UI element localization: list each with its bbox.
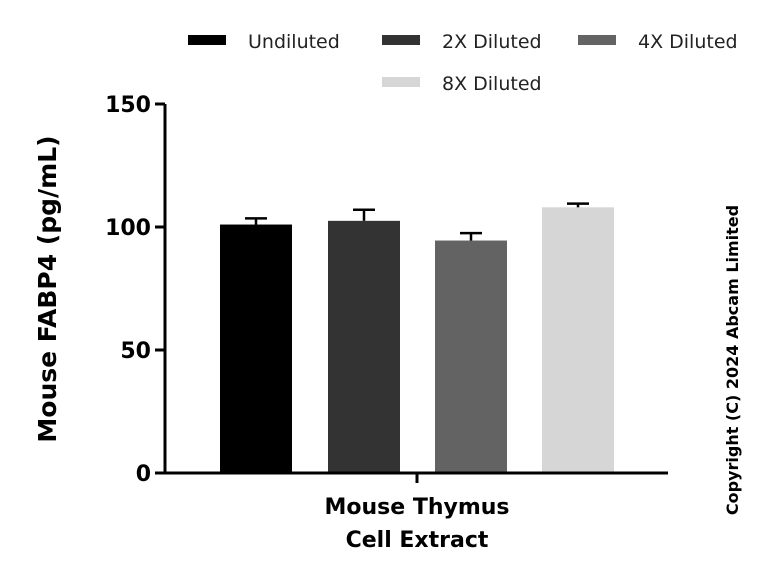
- y-tick-label: 150: [105, 93, 151, 118]
- y-axis: 0 50 100 150: [105, 93, 167, 487]
- legend-label: 8X Diluted: [442, 73, 542, 95]
- y-tick-label: 50: [120, 339, 151, 364]
- y-tick-label: 0: [136, 462, 151, 487]
- legend-label: 4X Diluted: [638, 31, 738, 53]
- x-label-line: Cell Extract: [346, 528, 489, 553]
- copyright-text: Copyright (C) 2024 Abcam Limited: [723, 205, 742, 515]
- bar-4x-diluted: [435, 240, 507, 473]
- x-axis-label: Mouse Thymus Cell Extract: [324, 495, 509, 553]
- bar-2x-diluted: [328, 220, 400, 473]
- legend-swatch: [382, 77, 420, 87]
- legend: Undiluted 2X Diluted 4X Diluted 8X Diluted: [188, 31, 738, 95]
- bars: [220, 202, 614, 473]
- x-label-line: Mouse Thymus: [324, 495, 509, 520]
- legend-label: 2X Diluted: [442, 31, 542, 53]
- x-axis: [163, 471, 668, 483]
- legend-swatch: [578, 35, 616, 45]
- legend-swatch: [188, 35, 226, 45]
- y-axis-label: Mouse FABP4 (pg/mL): [33, 135, 62, 442]
- bar-undiluted: [220, 224, 292, 473]
- bar-8x-diluted: [542, 207, 614, 473]
- legend-label: Undiluted: [248, 31, 340, 53]
- y-tick-label: 100: [105, 216, 151, 241]
- legend-swatch: [382, 35, 420, 45]
